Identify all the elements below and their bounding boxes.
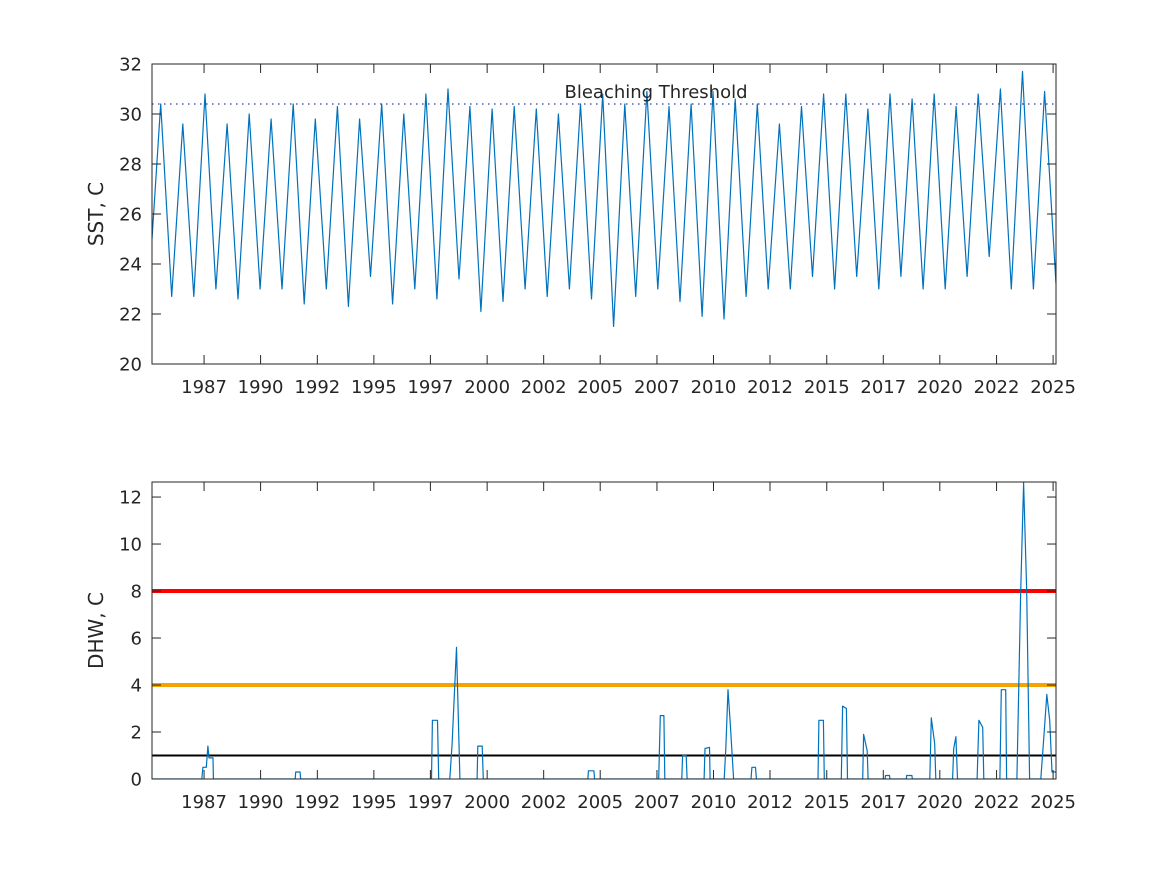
x-tick-label: 1995 <box>351 377 397 398</box>
y-tick-label: 32 <box>119 55 142 76</box>
x-tick-label: 1990 <box>238 377 284 398</box>
y-tick-label: 20 <box>119 355 142 376</box>
x-tick-label: 2025 <box>1030 377 1076 398</box>
x-tick-label: 2007 <box>634 792 680 813</box>
x-tick-label: 2015 <box>804 792 850 813</box>
x-tick-label: 2022 <box>974 792 1020 813</box>
y-axis-label: DHW, C <box>84 592 108 669</box>
y-tick-label: 24 <box>119 255 142 276</box>
data-line <box>152 70 1056 328</box>
y-axis-label: SST, C <box>84 182 108 246</box>
data-line <box>152 482 1056 779</box>
x-tick-label: 2000 <box>464 792 510 813</box>
x-tick-label: 2012 <box>747 792 793 813</box>
y-tick-label: 0 <box>131 770 142 791</box>
y-tick-label: 22 <box>119 305 142 326</box>
x-tick-label: 1990 <box>238 792 284 813</box>
x-tick-label: 2017 <box>860 377 906 398</box>
y-tick-label: 30 <box>119 105 142 126</box>
x-tick-label: 2010 <box>691 792 737 813</box>
x-tick-label: 1992 <box>294 792 340 813</box>
y-tick-label: 4 <box>131 676 142 697</box>
x-tick-label: 1987 <box>181 377 227 398</box>
y-tick-label: 10 <box>119 535 142 556</box>
y-tick-label: 26 <box>119 205 142 226</box>
plot-area <box>152 482 1056 779</box>
x-tick-label: 2022 <box>974 377 1020 398</box>
x-tick-label: 2010 <box>691 377 737 398</box>
threshold-label: Bleaching Threshold <box>564 82 747 103</box>
x-tick-label: 1987 <box>181 792 227 813</box>
plot-content <box>152 482 1056 779</box>
x-tick-label: 2000 <box>464 377 510 398</box>
x-tick-label: 2005 <box>577 377 623 398</box>
y-tick-label: 6 <box>131 629 142 650</box>
x-tick-label: 2007 <box>634 377 680 398</box>
x-tick-label: 1997 <box>407 792 453 813</box>
x-tick-label: 2005 <box>577 792 623 813</box>
x-tick-label: 2012 <box>747 377 793 398</box>
x-tick-label: 2002 <box>521 792 567 813</box>
x-tick-label: 2020 <box>917 377 963 398</box>
axes-box <box>151 481 1057 780</box>
x-tick-label: 2017 <box>860 792 906 813</box>
y-tick-label: 28 <box>119 155 142 176</box>
plot-content <box>152 70 1056 328</box>
x-tick-label: 1997 <box>407 377 453 398</box>
x-tick-label: 2015 <box>804 377 850 398</box>
x-tick-label: 2002 <box>521 377 567 398</box>
x-tick-label: 2025 <box>1030 792 1076 813</box>
y-tick-label: 2 <box>131 723 142 744</box>
axes: 0 2 4 6 8 10 12 1987 1990 1992 1995 1997 2000 2002 200… <box>84 481 1076 813</box>
y-tick-label: 12 <box>119 488 142 509</box>
x-tick-label: 1992 <box>294 377 340 398</box>
x-tick-label: 1995 <box>351 792 397 813</box>
y-tick-label: 8 <box>131 582 142 603</box>
x-tick-label: 2020 <box>917 792 963 813</box>
